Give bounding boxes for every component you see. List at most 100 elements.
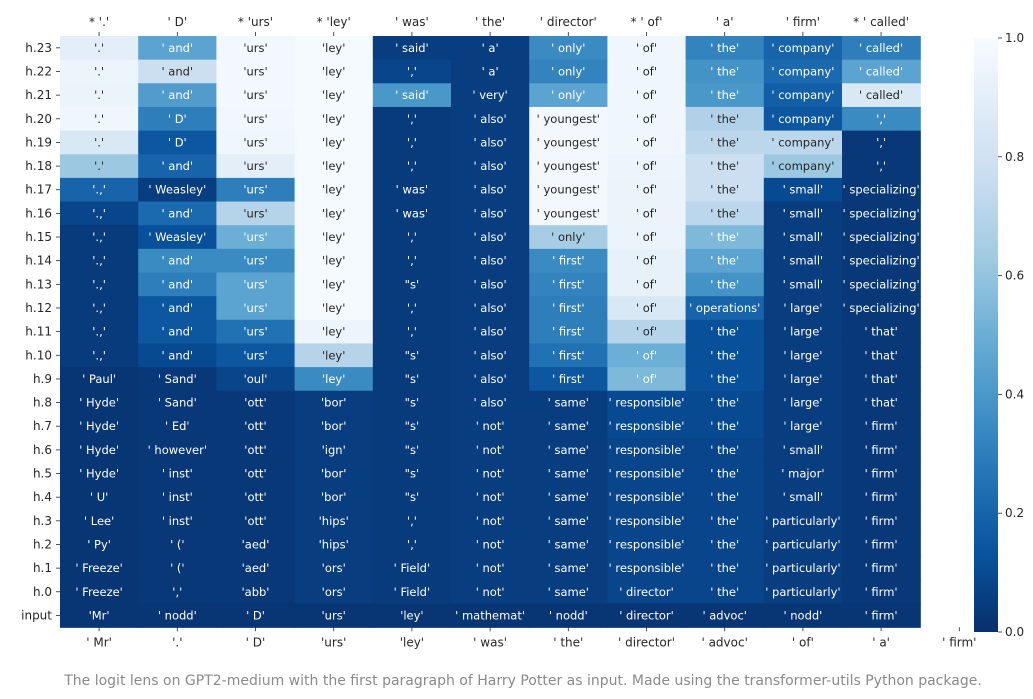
cell-label: ' first'	[552, 301, 584, 315]
heatmap-cell	[685, 556, 765, 581]
heatmap-cell	[529, 36, 608, 61]
heatmap-cell	[294, 461, 374, 486]
cell-label: ' first'	[552, 254, 584, 268]
bottom-label: ' Mr'	[86, 635, 112, 649]
bottom-label: ' advoc'	[701, 635, 747, 649]
cell-label: ' the'	[710, 230, 739, 244]
heatmap-cell	[842, 130, 921, 155]
heatmap-cell	[607, 59, 687, 84]
cell-label: 'ley'	[322, 325, 345, 339]
cell-label: ' small'	[783, 230, 824, 244]
heatmap-cell	[607, 319, 687, 345]
cell-label: ' the'	[710, 443, 739, 457]
heatmap-cell	[138, 509, 217, 534]
heatmap-cell	[372, 225, 452, 250]
cell-label: '.'	[94, 112, 104, 126]
cell-label: ' and'	[161, 277, 193, 291]
cell-label: ' small'	[783, 490, 824, 504]
heatmap-cell	[372, 579, 452, 605]
cell-label: ' specializing'	[843, 206, 920, 220]
heatmap-cell	[529, 485, 608, 510]
heatmap-cell	[763, 248, 843, 274]
heatmap-cell	[451, 532, 530, 557]
heatmap-cell	[842, 532, 921, 557]
colorbar-tick-label: 0.0	[1005, 625, 1024, 639]
cell-label: ' and'	[161, 206, 193, 220]
cell-label: ' that'	[864, 396, 897, 410]
row-label: h.16	[25, 206, 52, 220]
heatmap-cell	[685, 485, 765, 510]
heatmap-cell	[138, 532, 217, 557]
heatmap-cell	[607, 177, 687, 203]
heatmap-cell	[138, 225, 217, 250]
row-label: h.9	[33, 372, 52, 386]
cell-label: '.,'	[92, 325, 106, 339]
cell-label: '.,'	[92, 348, 106, 362]
heatmap-cell	[685, 367, 765, 392]
cell-label: ' not'	[476, 585, 505, 599]
heatmap-cell	[294, 532, 374, 557]
cell-label: ' of'	[636, 112, 657, 126]
cell-label: ' responsible'	[609, 490, 685, 504]
heatmap-cell	[607, 106, 687, 132]
heatmap-cell	[294, 272, 374, 297]
heatmap-cell	[216, 438, 296, 463]
cell-label: ' company'	[771, 41, 834, 55]
bottom-label: 'ley'	[400, 635, 424, 649]
figure-caption: The logit lens on GPT2-medium with the f…	[64, 673, 982, 689]
colorbar-tick-label: 1.0	[1005, 31, 1024, 45]
cell-label: ' the'	[710, 254, 739, 268]
cell-label: ' of'	[636, 159, 657, 173]
heatmap-cell	[60, 272, 139, 297]
heatmap-cell	[138, 296, 217, 321]
cell-label: "s'	[405, 467, 419, 481]
heatmap-cell	[529, 461, 608, 486]
heatmap-cell	[372, 106, 452, 132]
cell-label: "s'	[405, 396, 419, 410]
heatmap-cell	[842, 154, 921, 179]
heatmap-cell	[294, 579, 374, 605]
row-label: h.4	[33, 490, 52, 504]
cell-label: ' youngest'	[537, 112, 600, 126]
heatmap-cell	[294, 36, 374, 61]
cell-label: ' the'	[710, 490, 739, 504]
cell-label: ' D'	[246, 608, 265, 622]
cell-label: 'ott'	[244, 396, 266, 410]
cell-label: ' small'	[783, 183, 824, 197]
top-label: * 'urs'	[238, 15, 273, 29]
cell-label: ','	[407, 537, 417, 551]
cell-label: ' also'	[473, 206, 506, 220]
heatmap-cell	[216, 556, 296, 581]
heatmap-cell	[842, 556, 921, 581]
heatmap-cell	[294, 106, 374, 132]
cell-label: 'urs'	[243, 159, 267, 173]
bottom-label: ' director'	[618, 635, 675, 649]
heatmap-cell	[451, 556, 530, 581]
cell-label: ' same'	[548, 490, 589, 504]
cell-label: ' not'	[476, 537, 505, 551]
heatmap-cell	[763, 390, 843, 415]
bottom-label: ' a'	[872, 635, 890, 649]
cell-label: ' the'	[710, 467, 739, 481]
heatmap-cell	[685, 509, 765, 534]
heatmap-cell	[451, 59, 530, 84]
heatmap-cell	[60, 296, 139, 321]
cell-label: ' the'	[710, 514, 739, 528]
heatmap-cell	[842, 248, 921, 274]
heatmap-cell	[763, 603, 843, 628]
cell-label: ' of'	[636, 41, 657, 55]
cell-label: 'ign'	[322, 443, 346, 457]
heatmap-cell	[138, 414, 217, 439]
heatmap-cell	[763, 177, 843, 203]
cell-label: ' responsible'	[609, 443, 685, 457]
heatmap-cell	[60, 248, 139, 274]
cell-label: ','	[407, 254, 417, 268]
cell-label: ' the'	[710, 88, 739, 102]
row-label: input	[21, 608, 52, 622]
heatmap-cell	[138, 485, 217, 510]
cell-label: '.,'	[92, 183, 106, 197]
row-label: h.1	[33, 561, 52, 575]
cell-label: ' a'	[482, 64, 499, 78]
heatmap-cell	[685, 225, 765, 250]
cell-label: ' also'	[473, 159, 506, 173]
